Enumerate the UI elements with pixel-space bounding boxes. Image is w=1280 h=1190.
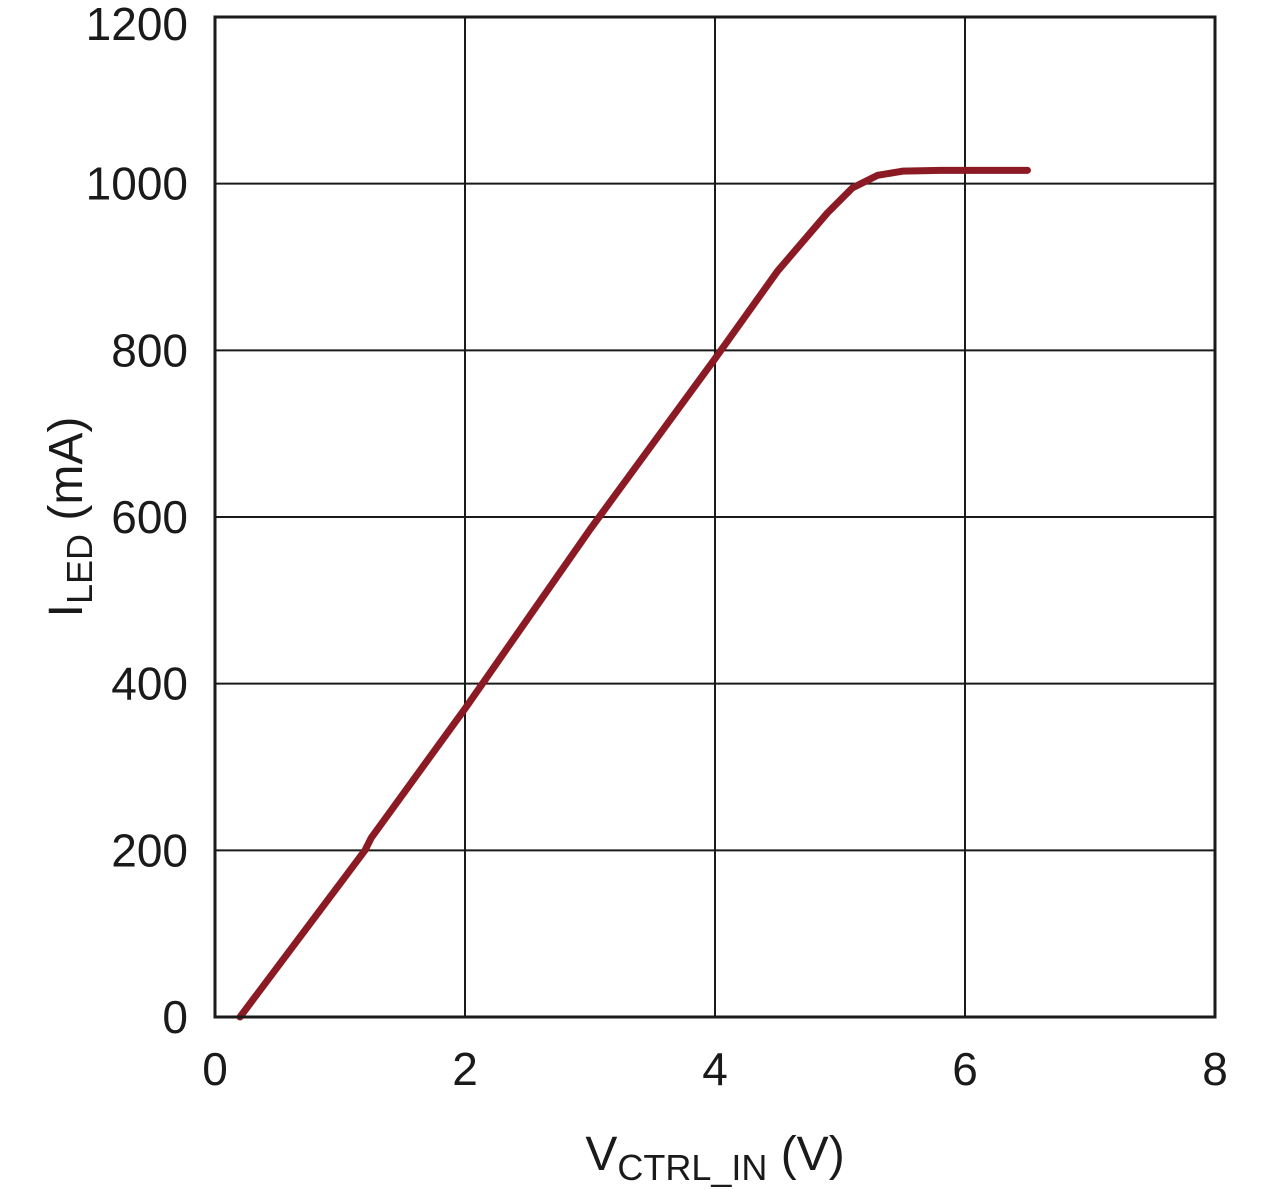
x-tick-label: 0 [202,1043,228,1095]
y-tick-label: 1000 [86,158,188,210]
series-layer [236,166,1031,1021]
x-tick-label: 2 [452,1043,478,1095]
series-line-0 [236,166,1031,1021]
y-tick-labels: 0 200 400 600 800 1000 1200 [86,0,188,1043]
x-axis-title: VCTRL_IN (V) [585,1128,844,1188]
y-tick-label: 0 [162,991,188,1043]
y-axis-title-unit: (mA) [40,417,93,534]
y-axis-title-subscript: LED [59,534,100,604]
x-axis-title-main: V [585,1128,617,1181]
y-tick-label: 400 [111,658,188,710]
y-tick-label: 1200 [86,0,188,50]
x-tick-labels: 0 2 4 6 8 [202,1043,1228,1095]
y-tick-label: 600 [111,491,188,543]
x-tick-label: 6 [952,1043,978,1095]
x-tick-label: 8 [1202,1043,1228,1095]
grid-layer [215,17,1215,1017]
y-tick-label: 200 [111,824,188,876]
y-axis-title-main: I [40,604,93,617]
x-axis-title-unit: (V) [767,1128,844,1181]
y-axis-title: ILED (mA) [40,417,100,618]
y-tick-label: 800 [111,324,188,376]
plot-border [213,15,1217,1019]
x-axis-title-subscript: CTRL_IN [617,1147,767,1188]
x-tick-label: 4 [702,1043,728,1095]
